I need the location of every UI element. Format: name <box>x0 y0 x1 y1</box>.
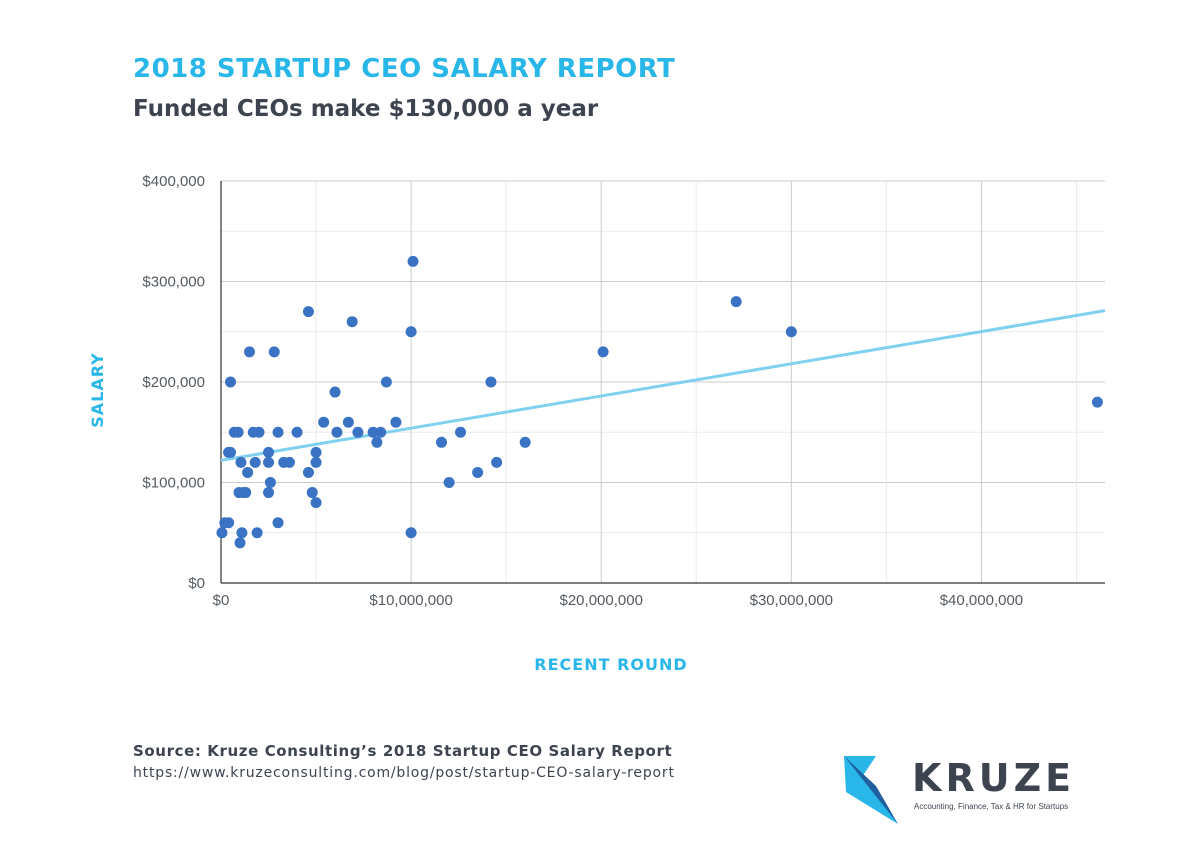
data-point <box>225 446 237 458</box>
data-point <box>272 426 284 438</box>
source-citation: Source: Kruze Consulting’s 2018 Startup … <box>133 742 673 760</box>
kruze-logo-mark-icon <box>844 756 898 824</box>
data-point <box>352 426 364 438</box>
data-point <box>306 487 318 499</box>
data-point <box>491 456 503 468</box>
data-point <box>263 446 275 458</box>
x-tick-label: $30,000,000 <box>750 592 833 609</box>
data-point <box>597 346 609 358</box>
data-point <box>310 497 322 509</box>
kruze-logo: KRUZE Accounting, Finance, Tax & HR for … <box>842 752 1082 830</box>
x-tick-label: $10,000,000 <box>369 592 452 609</box>
data-point <box>331 426 343 438</box>
data-point <box>407 255 419 267</box>
logo-wordmark: KRUZE <box>912 756 1076 800</box>
x-tick-label: $40,000,000 <box>940 592 1023 609</box>
report-subtitle: Funded CEOs make $130,000 a year <box>133 96 599 122</box>
x-axis-label: RECENT ROUND <box>534 655 687 674</box>
data-point <box>244 346 256 358</box>
source-url[interactable]: https://www.kruzeconsulting.com/blog/pos… <box>133 765 675 781</box>
data-point <box>485 376 497 388</box>
x-tick-label: $0 <box>213 592 230 609</box>
data-point <box>785 326 797 338</box>
data-point <box>263 456 275 468</box>
data-point <box>405 527 417 539</box>
data-point <box>380 376 392 388</box>
data-point <box>242 466 254 478</box>
y-tick-label: $0 <box>188 575 205 592</box>
data-point <box>251 527 263 539</box>
data-point <box>1091 396 1103 408</box>
data-point <box>310 446 322 458</box>
data-point <box>234 537 246 549</box>
report-title: 2018 STARTUP CEO SALARY REPORT <box>133 54 676 84</box>
data-point <box>302 466 314 478</box>
chart-grid <box>221 180 1105 584</box>
y-tick-label: $400,000 <box>142 173 205 190</box>
data-points <box>216 255 1103 549</box>
data-point <box>455 426 467 438</box>
data-point <box>253 426 265 438</box>
chart-axes <box>220 181 1105 584</box>
logo-tagline: Accounting, Finance, Tax & HR for Startu… <box>914 802 1069 811</box>
trendline <box>220 309 1106 462</box>
data-point <box>291 426 303 438</box>
data-point <box>436 436 448 448</box>
y-tick-label: $100,000 <box>142 475 205 492</box>
data-point <box>405 326 417 338</box>
data-point <box>730 296 742 308</box>
y-axis-label: SALARY <box>88 352 107 428</box>
data-point <box>249 456 261 468</box>
data-point <box>472 466 484 478</box>
data-point <box>519 436 531 448</box>
x-tick-labels: $0 $10,000,000 $20,000,000 $30,000,000 $40,0… <box>213 592 1023 609</box>
data-point <box>367 426 379 438</box>
data-point <box>283 456 295 468</box>
data-point <box>310 456 322 468</box>
data-point <box>223 517 235 529</box>
data-point <box>235 456 247 468</box>
data-point <box>236 527 248 539</box>
x-tick-label: $20,000,000 <box>560 592 643 609</box>
data-point <box>272 517 284 529</box>
data-point <box>232 426 244 438</box>
data-point <box>390 416 402 428</box>
data-point <box>329 386 341 398</box>
trendline-layer <box>220 309 1106 462</box>
data-point <box>375 426 387 438</box>
data-point <box>443 477 455 488</box>
y-tick-labels: $0 $100,000 $200,000 $300,000 $400,000 <box>142 173 205 592</box>
data-point <box>264 477 276 488</box>
y-tick-label: $300,000 <box>142 274 205 291</box>
data-point <box>371 436 383 448</box>
data-point <box>240 487 252 499</box>
data-point <box>302 306 314 318</box>
data-point <box>346 316 358 328</box>
data-point <box>318 416 330 428</box>
data-point <box>263 487 275 499</box>
data-point <box>268 346 280 358</box>
data-point <box>216 527 228 539</box>
data-point <box>342 416 354 428</box>
data-point <box>225 376 237 388</box>
y-tick-label: $200,000 <box>142 374 205 391</box>
